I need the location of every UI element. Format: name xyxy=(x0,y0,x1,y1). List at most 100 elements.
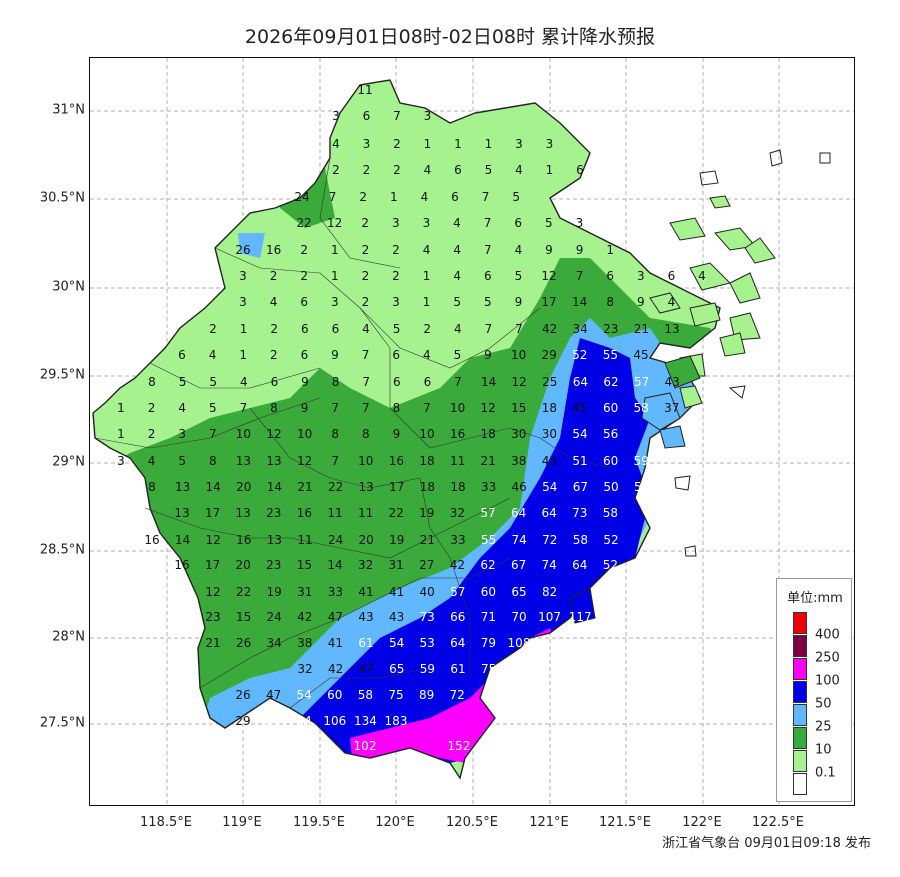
station-value: 55 xyxy=(481,533,496,547)
station-value: 5 xyxy=(484,295,492,309)
station-value: 4 xyxy=(423,348,431,362)
station-value: 4 xyxy=(423,243,431,257)
station-value: 6 xyxy=(332,322,340,336)
station-value: 19 xyxy=(419,506,434,520)
station-value: 9 xyxy=(331,348,339,362)
station-value: 1 xyxy=(423,295,431,309)
station-value: 10 xyxy=(450,401,465,415)
station-value: 3 xyxy=(239,269,247,283)
station-value: 5 xyxy=(454,348,462,362)
station-value: 5 xyxy=(179,375,187,389)
station-value: 8 xyxy=(209,454,217,468)
station-value: 43 xyxy=(358,610,373,624)
station-value: 14 xyxy=(267,480,282,494)
station-value: 66 xyxy=(450,610,465,624)
station-value: 134 xyxy=(354,714,377,728)
station-value: 64 xyxy=(573,375,588,389)
station-value: 4 xyxy=(148,454,156,468)
station-value: 3 xyxy=(239,295,247,309)
station-value: 21 xyxy=(297,480,312,494)
station-value: 5 xyxy=(485,163,493,177)
x-tick: 121.5°E xyxy=(599,815,651,830)
station-value: 7 xyxy=(484,216,492,230)
station-value: 13 xyxy=(664,322,679,336)
y-tick: 30.5°N xyxy=(39,190,85,206)
x-tick: 119.5°E xyxy=(293,815,345,830)
station-value: 102 xyxy=(354,739,377,753)
station-value: 23 xyxy=(266,506,281,520)
legend-label: 0.1 xyxy=(815,765,836,781)
station-value: 4 xyxy=(332,137,340,151)
precipitation-map: 113 6 7 34 3 2 1 1 1 3 32 2 2 4 6 5 4 1 624 7 2 1 4 6 7 522 12 2 3 3 4… xyxy=(90,58,854,805)
station-value: 6 xyxy=(454,163,462,177)
station-value: 29 xyxy=(235,714,250,728)
station-value: 6 xyxy=(606,269,614,283)
station-value: 4 xyxy=(515,243,523,257)
station-value: 3 xyxy=(178,427,186,441)
station-value: 5 xyxy=(545,216,553,230)
station-value: 6 xyxy=(424,375,432,389)
station-value: 2 xyxy=(300,269,308,283)
y-tick: 28.5°N xyxy=(39,542,85,558)
station-value: 11 xyxy=(327,506,342,520)
station-value: 50 xyxy=(603,480,618,494)
station-value: 20 xyxy=(236,558,251,572)
station-value: 79 xyxy=(481,636,496,650)
station-value: 58 xyxy=(603,506,618,520)
station-value: 33 xyxy=(328,585,343,599)
station-value: 2 xyxy=(148,427,156,441)
station-value: 12 xyxy=(206,533,221,547)
station-value: 47 xyxy=(359,662,374,676)
station-value: 43 xyxy=(542,454,557,468)
legend-swatch xyxy=(793,681,807,703)
station-value: 54 xyxy=(542,480,557,494)
station-value: 2 xyxy=(359,190,367,204)
legend-label: 10 xyxy=(815,742,832,758)
station-value: 9 xyxy=(393,427,401,441)
station-value: 1 xyxy=(390,190,398,204)
station-value: 52 xyxy=(603,533,618,547)
station-value: 56 xyxy=(603,427,618,441)
station-value: 6 xyxy=(178,348,186,362)
station-value: 4 xyxy=(454,322,462,336)
station-value: 3 xyxy=(117,454,125,468)
station-value: 14 xyxy=(481,375,496,389)
station-value: 67 xyxy=(512,662,527,676)
station-value: 21 xyxy=(205,636,220,650)
station-value: 18 xyxy=(419,454,434,468)
station-value: 2 xyxy=(393,163,401,177)
station-value: 65 xyxy=(389,662,404,676)
station-value: 3 xyxy=(363,137,371,151)
station-value: 2 xyxy=(362,269,370,283)
station-value: 7 xyxy=(515,322,523,336)
station-value: 92 xyxy=(542,662,557,676)
station-value: 10 xyxy=(511,348,526,362)
station-value: 11 xyxy=(450,454,465,468)
station-value: 5 xyxy=(453,295,461,309)
station-value: 60 xyxy=(481,585,496,599)
station-value: 16 xyxy=(236,533,251,547)
station-value: 4 xyxy=(362,322,370,336)
station-value: 89 xyxy=(419,688,434,702)
station-value: 14 xyxy=(206,480,221,494)
station-value: 24 xyxy=(294,190,309,204)
station-value: 2 xyxy=(392,269,400,283)
station-value: 22 xyxy=(389,506,404,520)
station-value: 31 xyxy=(297,585,312,599)
station-value: 37 xyxy=(664,401,679,415)
station-value: 60 xyxy=(603,401,618,415)
station-value: 41 xyxy=(358,585,373,599)
station-value: 7 xyxy=(484,243,492,257)
y-tick: 29°N xyxy=(52,454,85,470)
station-value: 10 xyxy=(419,427,434,441)
station-value: 12 xyxy=(327,216,342,230)
station-value: 3 xyxy=(546,137,554,151)
station-value: 9 xyxy=(301,401,309,415)
x-tick: 122.5°E xyxy=(752,815,804,830)
station-value: 3 xyxy=(331,295,339,309)
station-value: 183 xyxy=(385,714,408,728)
station-value: 4 xyxy=(424,163,432,177)
station-value: 8 xyxy=(148,375,156,389)
station-value: 3 xyxy=(637,269,645,283)
station-value: 4 xyxy=(240,375,248,389)
